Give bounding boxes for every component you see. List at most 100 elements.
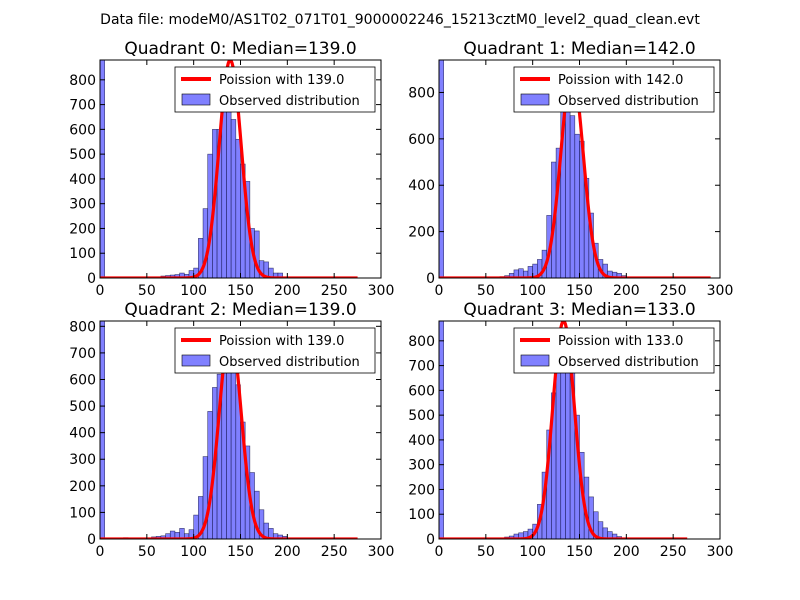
quadrant-0-legend: Poission with 139.0 Observed distributio… xyxy=(174,66,376,113)
quadrant-1-title: Quadrant 1: Median=142.0 xyxy=(463,39,695,59)
figure-suptitle: Data file: modeM0/AS1T02_071T01_90000022… xyxy=(100,12,700,28)
quadrant-3-ytick-label: 700 xyxy=(408,359,435,375)
quadrant-3-ytick-label: 400 xyxy=(408,433,435,449)
quadrant-3-xtick-label: 300 xyxy=(707,544,734,560)
quadrant-1-xtick-label: 250 xyxy=(660,283,687,299)
quadrant-3-ytick-label: 800 xyxy=(408,334,435,350)
quadrant-2-histogram-bar xyxy=(100,321,105,539)
quadrant-0-title: Quadrant 0: Median=139.0 xyxy=(124,39,356,59)
quadrant-3-legend: Poission with 133.0 Observed distributio… xyxy=(513,327,715,374)
quadrant-3-xtick-label: 200 xyxy=(613,544,640,560)
quadrant-0-ytick-label: 800 xyxy=(69,73,96,89)
quadrant-2-xtick-label: 150 xyxy=(227,544,254,560)
quadrant-3-ytick-label: 500 xyxy=(408,408,435,424)
quadrant-1-panel: Quadrant 1: Median=142.0 0 50 100 150 200 250… xyxy=(408,39,733,299)
quadrant-1-histogram-bar xyxy=(574,133,580,278)
quadrant-1-xtick-label: 150 xyxy=(566,283,593,299)
quadrant-3-legend-observed-label: Observed distribution xyxy=(558,355,699,370)
quadrant-2-plot-area: 0 50 100 150 200 250 300 0 100 200 300 400 500 600 700… xyxy=(69,319,394,560)
quadrant-0-legend-poisson-label: Poission with 139.0 xyxy=(219,73,344,88)
quadrant-2-ytick-label: 400 xyxy=(69,426,96,442)
quadrant-0-histogram-bar xyxy=(226,99,232,278)
quadrant-3-xtick-label: 50 xyxy=(477,544,495,560)
quadrant-2-xtick-label: 300 xyxy=(368,544,395,560)
quadrant-2-legend-observed-label: Observed distribution xyxy=(219,355,360,370)
quadrant-1-xtick-label: 100 xyxy=(519,283,546,299)
quadrant-0-plot-area: 0 50 100 150 200 250 300 0 100 200 300 400 500 600 700… xyxy=(69,59,395,299)
quadrant-2-ytick-label: 0 xyxy=(87,532,96,548)
quadrant-2-ytick-label: 800 xyxy=(69,319,96,335)
quadrant-1-xtick-label: 50 xyxy=(477,283,495,299)
quadrant-1-ytick-label: 200 xyxy=(408,225,435,241)
quadrant-0-panel: Quadrant 0: Median=139.0 0 50 100 150 200 250… xyxy=(69,39,394,299)
quadrant-3-xtick-label: 0 xyxy=(435,544,444,560)
quadrant-3-ytick-label: 200 xyxy=(408,482,435,498)
quadrant-1-xtick-label: 200 xyxy=(613,283,640,299)
quadrant-0-xtick-label: 100 xyxy=(180,283,207,299)
quadrant-2-legend-poisson-label: Poission with 139.0 xyxy=(219,334,344,349)
quadrant-1-histogram-bar xyxy=(569,115,576,278)
quadrant-1-xtick-label: 0 xyxy=(435,283,444,299)
quadrant-2-xtick-label: 50 xyxy=(138,544,156,560)
quadrant-0-xtick-label: 300 xyxy=(368,283,395,299)
quadrant-0-legend-bar-swatch xyxy=(181,93,211,106)
quadrant-2-ytick-label: 300 xyxy=(69,452,96,468)
quadrant-1-histogram-bar xyxy=(439,60,444,278)
quadrant-3-title: Quadrant 3: Median=133.0 xyxy=(463,300,695,320)
quadrant-0-marks xyxy=(100,60,359,278)
quadrant-2-ytick-label: 600 xyxy=(69,372,96,388)
quadrant-1-xtick-label: 300 xyxy=(707,283,734,299)
quadrant-2-legend: Poission with 139.0 Observed distributio… xyxy=(174,327,376,374)
quadrant-1-ytick-label: 0 xyxy=(426,271,435,287)
quadrant-0-legend-observed-label: Observed distribution xyxy=(219,94,360,109)
quadrant-0-ytick-label: 600 xyxy=(69,122,96,138)
quadrant-0-histogram-bar xyxy=(221,101,227,278)
quadrant-3-plot-area: 0 50 100 150 200 250 300 0 100 200 300 400 500 600 700… xyxy=(408,320,734,560)
quadrant-0-histogram-bar xyxy=(235,138,241,278)
quadrant-0-xtick-label: 250 xyxy=(321,283,348,299)
quadrant-3-xtick-label: 250 xyxy=(660,544,687,560)
quadrant-2-xtick-label: 0 xyxy=(96,544,105,560)
quadrant-1-legend-observed-label: Observed distribution xyxy=(558,94,699,109)
quadrant-3-legend-bar-swatch xyxy=(520,354,550,367)
quadrant-2-xtick-label: 100 xyxy=(180,544,207,560)
quadrant-2-xtick-label: 200 xyxy=(274,544,301,560)
quadrant-0-ytick-label: 400 xyxy=(69,172,96,188)
quadrant-0-poisson-curve xyxy=(100,60,359,278)
quadrant-2-panel: Quadrant 2: Median=139.0 0 50 100 150 200 250… xyxy=(69,300,394,560)
quadrant-3-ytick-label: 0 xyxy=(426,532,435,548)
quadrant-3-xtick-label: 150 xyxy=(566,544,593,560)
quadrant-2-marks xyxy=(100,321,359,539)
quadrant-0-xtick-label: 0 xyxy=(96,283,105,299)
quadrant-0-ytick-label: 200 xyxy=(69,221,96,237)
quadrant-2-ytick-label: 500 xyxy=(69,399,96,415)
quadrant-3-ytick-label: 300 xyxy=(408,458,435,474)
quadrant-1-legend: Poission with 142.0 Observed distributio… xyxy=(513,66,715,113)
quadrant-0-xtick-label: 150 xyxy=(227,283,254,299)
quadrant-0-xtick-label: 200 xyxy=(274,283,301,299)
quadrant-1-ytick-label: 400 xyxy=(408,178,435,194)
quadrant-0-xtick-label: 50 xyxy=(138,283,156,299)
quadrant-1-legend-bar-swatch xyxy=(520,93,550,106)
quadrant-2-xtick-label: 250 xyxy=(321,544,348,560)
quadrant-0-histogram-bar xyxy=(230,119,237,278)
quadrant-3-ytick-label: 600 xyxy=(408,383,435,399)
quadrant-3-histogram-bar xyxy=(555,355,562,539)
quadrant-0-histogram-bar xyxy=(100,60,105,278)
quadrant-3-ytick-label: 100 xyxy=(408,507,435,523)
quadrant-0-ytick-label: 700 xyxy=(69,98,96,114)
quadrant-2-legend-bar-swatch xyxy=(181,354,211,367)
quadrant-2-ytick-label: 200 xyxy=(69,479,96,495)
quadrant-3-legend-poisson-label: Poission with 133.0 xyxy=(558,334,683,349)
quadrant-3-panel: Quadrant 3: Median=133.0 0 50 100 150 200 250… xyxy=(408,300,733,560)
quadrant-0-ytick-label: 0 xyxy=(87,271,96,287)
quadrant-2-ytick-label: 100 xyxy=(69,505,96,521)
quadrant-1-legend-poisson-label: Poission with 142.0 xyxy=(558,73,683,88)
quadrant-2-title: Quadrant 2: Median=139.0 xyxy=(124,300,356,320)
quadrant-1-histogram-bar xyxy=(565,87,571,278)
quadrant-1-ytick-label: 800 xyxy=(408,85,435,101)
quadrant-1-ytick-label: 600 xyxy=(408,132,435,148)
quadrant-2-ytick-label: 700 xyxy=(69,346,96,362)
quadrant-3-xtick-label: 100 xyxy=(519,544,546,560)
